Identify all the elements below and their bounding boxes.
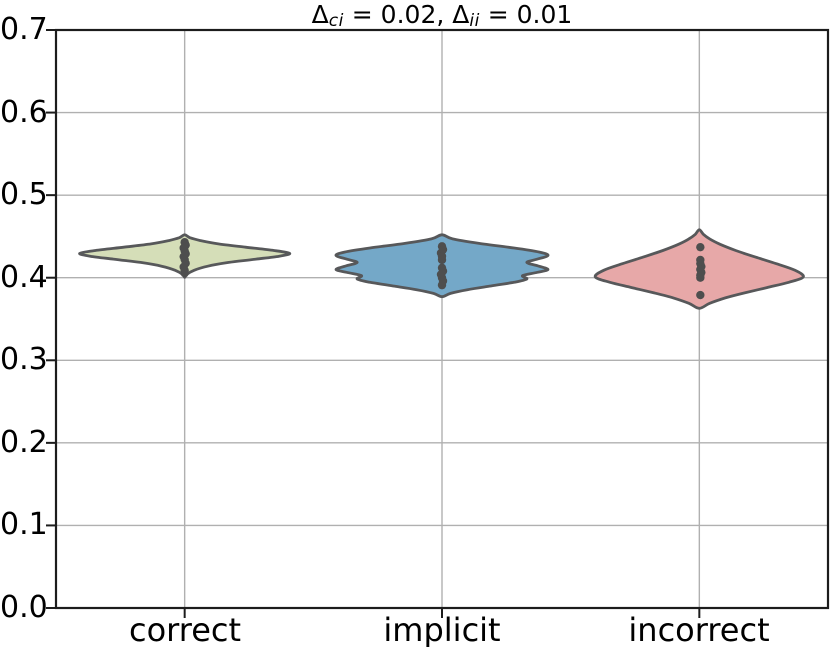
title-subscript-ci: ci — [328, 11, 344, 32]
chart-title: Δci = 0.02, Δii = 0.01 — [56, 0, 828, 32]
data-point-incorrect — [696, 290, 705, 300]
y-tick-label-0.4: 0.4 — [0, 260, 48, 295]
y-tick-label-0.3: 0.3 — [0, 342, 48, 377]
y-tick-label-0.5: 0.5 — [0, 177, 48, 212]
title-eq-2: = 0.01 — [479, 0, 573, 29]
title-subscript-ii: ii — [469, 11, 480, 32]
data-point-incorrect — [696, 273, 705, 282]
y-tick-label-0.7: 0.7 — [0, 12, 48, 47]
y-tick-label-0.2: 0.2 — [0, 425, 48, 460]
x-tick-label-implicit: implicit — [383, 611, 501, 647]
data-point-correct — [180, 268, 189, 278]
data-point-implicit — [437, 280, 447, 290]
x-tick-label-incorrect: incorrect — [628, 611, 770, 647]
title-eq-1: = 0.02, — [343, 0, 453, 29]
title-delta-1: Δ — [311, 0, 329, 29]
y-tick-label-0.6: 0.6 — [0, 95, 48, 130]
data-point-implicit — [437, 255, 447, 265]
x-tick-label-correct: correct — [128, 611, 242, 647]
plot-border — [54, 28, 830, 610]
y-tick-label-0.1: 0.1 — [0, 507, 48, 542]
y-tick-label-0.0: 0.0 — [0, 590, 48, 625]
title-delta-2: Δ — [452, 0, 470, 29]
data-point-incorrect — [696, 242, 705, 252]
